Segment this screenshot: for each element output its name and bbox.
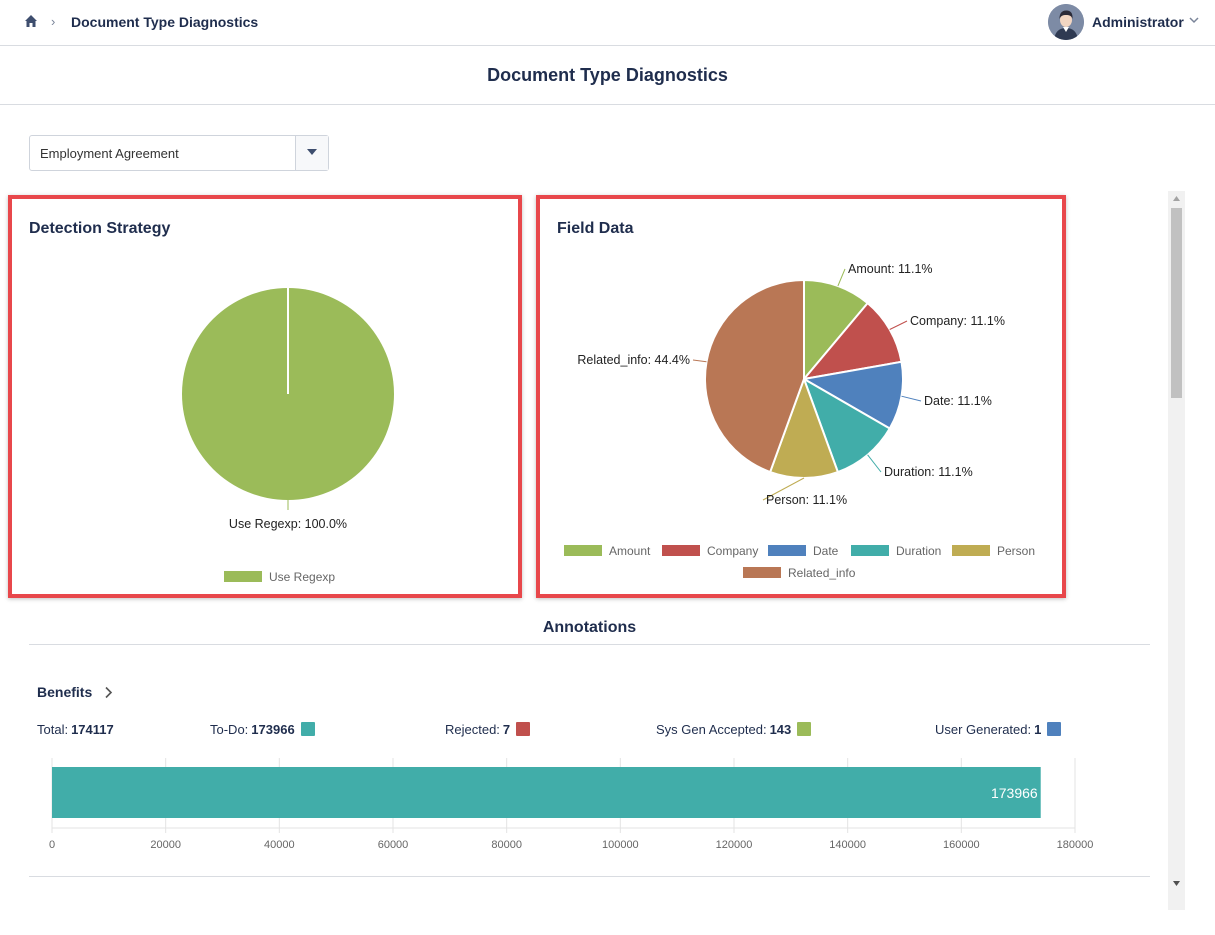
scroll-down-icon[interactable] bbox=[1173, 881, 1180, 886]
bar-tick-label: 140000 bbox=[829, 839, 866, 851]
legend-swatch-related-info[interactable] bbox=[743, 567, 781, 578]
field-data-pie: Amount: 11.1% Company: 11.1% Date: 11.1% Du… bbox=[564, 262, 1035, 580]
pie-label-leader-related-info bbox=[692, 359, 707, 363]
legend-label-person[interactable]: Person bbox=[997, 544, 1035, 558]
document-type-select[interactable]: Employment Agreement bbox=[29, 135, 329, 171]
bar-tick-label: 180000 bbox=[1057, 839, 1094, 851]
pie-slice-date[interactable] bbox=[801, 360, 904, 430]
chevron-down-icon[interactable] bbox=[1189, 15, 1199, 25]
stat-sysgen: Sys Gen Accepted: 143 bbox=[656, 722, 812, 737]
detection-strategy-title: Detection Strategy bbox=[29, 220, 171, 237]
stat-rejected-label: Rejected: bbox=[445, 722, 500, 737]
bar-chart-ticks: 0 20000 40000 60000 80000 100000 120000 140000 1… bbox=[49, 839, 1093, 851]
benefits-group-link[interactable]: Benefits bbox=[37, 684, 93, 700]
page-title: Document Type Diagnostics bbox=[487, 65, 728, 85]
bar-tick-label: 160000 bbox=[943, 839, 980, 851]
pie-label-use-regexp: Use Regexp: 100.0% bbox=[229, 517, 347, 531]
bar-tick-label: 0 bbox=[49, 839, 55, 851]
annotations-title: Annotations bbox=[542, 619, 637, 636]
user-avatar-icon bbox=[1048, 4, 1084, 40]
stat-sysgen-label: Sys Gen Accepted: bbox=[656, 722, 767, 737]
field-data-chart: Amount: 11.1% Company: 11.1% Date: 11.1% Du… bbox=[564, 262, 1035, 580]
stat-user-label: User Generated: bbox=[935, 722, 1032, 737]
breadcrumb[interactable]: Document Type Diagnostics bbox=[71, 14, 259, 30]
stat-todo: To-Do: 173966 bbox=[210, 722, 315, 737]
detection-strategy-chart: Use Regexp: 100.0% Use Regexp bbox=[182, 288, 394, 584]
detection-strategy-pie: Use Regexp: 100.0% Use Regexp bbox=[182, 288, 394, 584]
caret-down-icon bbox=[307, 149, 317, 155]
chevron-right-icon[interactable] bbox=[104, 686, 113, 699]
pie-label-leader-date bbox=[901, 395, 922, 402]
detection-strategy-panel: Use Regexp: 100.0% Use Regexp Detection S… bbox=[8, 195, 522, 598]
stat-total-label: Total: bbox=[37, 722, 69, 737]
scrollbar-thumb[interactable] bbox=[1171, 208, 1182, 398]
stat-rejected-swatch bbox=[516, 722, 531, 736]
stat-sysgen-swatch bbox=[797, 722, 812, 736]
stat-rejected: Rejected: 7 bbox=[445, 722, 531, 737]
stat-sysgen-value: 143 bbox=[769, 722, 792, 737]
breadcrumb-chevron-icon: › bbox=[51, 14, 56, 29]
stat-user-swatch bbox=[1047, 722, 1062, 736]
user-menu-name[interactable]: Administrator bbox=[1092, 14, 1184, 30]
bar-tick-label: 20000 bbox=[150, 839, 181, 851]
pie-label-leader-person bbox=[762, 477, 805, 501]
bar-tick-label: 60000 bbox=[378, 839, 409, 851]
pie-label-leader-amount bbox=[837, 268, 846, 287]
annotations-header: Annotations bbox=[29, 612, 1150, 645]
bar-tick-label: 40000 bbox=[264, 839, 295, 851]
vertical-scrollbar[interactable] bbox=[1168, 191, 1185, 910]
pie-slice-duration[interactable] bbox=[802, 376, 892, 474]
bar-tick-label: 120000 bbox=[716, 839, 753, 851]
legend-swatch-date[interactable] bbox=[768, 545, 806, 556]
legend-label-related-info[interactable]: Related_info bbox=[788, 566, 856, 580]
scroll-up-icon[interactable] bbox=[1173, 196, 1180, 201]
bar-tick-label: 80000 bbox=[491, 839, 522, 851]
pie-label-company: Company: 11.1% bbox=[910, 314, 1005, 328]
field-data-panel: Amount: 11.1% Company: 11.1% Date: 11.1% Du… bbox=[536, 195, 1066, 598]
legend-swatch-duration[interactable] bbox=[851, 545, 889, 556]
home-icon[interactable] bbox=[24, 14, 38, 28]
pie-label-related-info: Related_info: 44.4% bbox=[577, 353, 690, 367]
legend-label-use-regexp[interactable]: Use Regexp bbox=[269, 570, 335, 584]
document-type-dropdown-button[interactable] bbox=[295, 136, 328, 170]
bar-tick-label: 100000 bbox=[602, 839, 639, 851]
stat-user-value: 1 bbox=[1034, 722, 1042, 737]
pie-slice-related-info[interactable] bbox=[704, 278, 805, 474]
pie-slice-company[interactable] bbox=[801, 301, 903, 381]
legend-label-company[interactable]: Company bbox=[707, 544, 758, 558]
pie-label-leader-company bbox=[889, 320, 908, 330]
stat-todo-value: 173966 bbox=[251, 722, 295, 737]
stat-todo-label: To-Do: bbox=[210, 722, 249, 737]
pie-label-leader-duration bbox=[867, 454, 882, 473]
legend-swatch-amount[interactable] bbox=[564, 545, 602, 556]
legend-label-date[interactable]: Date bbox=[813, 544, 839, 558]
stat-todo-swatch bbox=[300, 722, 315, 736]
document-type-select-value: Employment Agreement bbox=[40, 146, 179, 161]
stat-total-value: 174117 bbox=[71, 722, 114, 737]
page-title-bar: Document Type Diagnostics bbox=[0, 47, 1215, 105]
stat-total: Total: 174117 bbox=[37, 722, 114, 737]
bar-data-label: 173966 bbox=[991, 785, 1038, 801]
bar-chart-marks: 173966 bbox=[52, 767, 1041, 818]
bar-todo[interactable] bbox=[52, 767, 1041, 818]
avatar[interactable] bbox=[1048, 4, 1084, 40]
legend-swatch-company[interactable] bbox=[662, 545, 700, 556]
legend-label-amount[interactable]: Amount bbox=[609, 544, 651, 558]
legend-swatch-use-regexp[interactable] bbox=[224, 571, 262, 582]
stat-rejected-value: 7 bbox=[502, 722, 511, 737]
annotations-bar-chart: 173966 0 20000 40000 60000 80000 100000 120000… bbox=[49, 758, 1093, 851]
pie-label-date: Date: 11.1% bbox=[924, 394, 992, 408]
stat-user-generated: User Generated: 1 bbox=[935, 722, 1062, 737]
pie-slice-amount[interactable] bbox=[803, 278, 870, 382]
top-bar: › Document Type Diagnostics Administrato… bbox=[0, 0, 1215, 46]
pie-label-duration: Duration: 11.1% bbox=[884, 465, 973, 479]
field-data-title: Field Data bbox=[557, 220, 634, 237]
pie-label-amount: Amount: 11.1% bbox=[848, 262, 933, 276]
pie-label-person: Person: 11.1% bbox=[766, 493, 847, 507]
legend-label-duration[interactable]: Duration bbox=[896, 544, 941, 558]
section-divider bbox=[29, 876, 1150, 877]
pie-slice-person[interactable] bbox=[768, 376, 840, 479]
legend-swatch-person[interactable] bbox=[952, 545, 990, 556]
